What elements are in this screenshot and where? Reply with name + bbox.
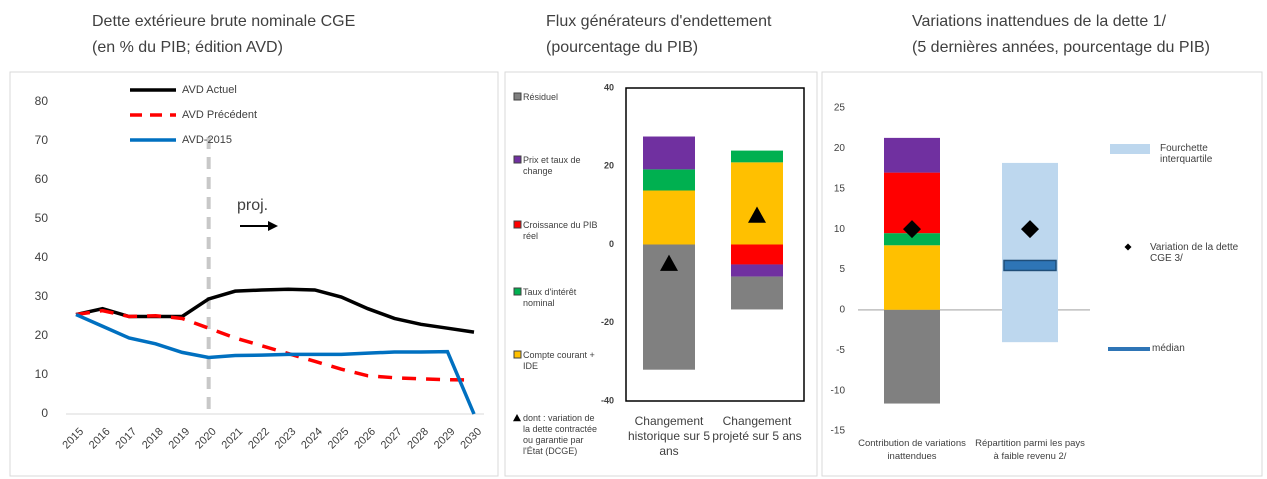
legend-label: Compte courant + IDE bbox=[523, 350, 595, 371]
x-tick-label: Changement historique sur 5 ans bbox=[627, 414, 711, 458]
x-tick-label: 2026 bbox=[352, 426, 378, 452]
y-tick-label: -20 bbox=[601, 317, 614, 327]
y-tick-label: 20 bbox=[604, 161, 614, 171]
chart-subtitle: (5 dernières années, pourcentage du PIB) bbox=[912, 39, 1210, 56]
plot-frame bbox=[625, 87, 805, 402]
bar-segment bbox=[731, 244, 783, 265]
y-tick-label: 10 bbox=[834, 224, 846, 235]
legend-label: Taux d'intérêt nominal bbox=[523, 287, 577, 308]
series-line bbox=[75, 308, 475, 382]
annotation: proj. bbox=[237, 197, 268, 214]
median-bar bbox=[1003, 259, 1057, 272]
x-tick-label: 2018 bbox=[140, 426, 166, 452]
bar-segment bbox=[731, 276, 783, 310]
bar-segment bbox=[884, 137, 940, 173]
point-marker bbox=[903, 220, 921, 239]
legend-marker bbox=[1124, 243, 1132, 251]
bar-segment bbox=[731, 264, 783, 277]
y-tick-label: 0 bbox=[41, 406, 48, 420]
legend-label: AVD Actuel bbox=[182, 84, 237, 96]
legend-swatch bbox=[513, 155, 522, 164]
x-tick-label: Contribution de variations inattendues bbox=[858, 438, 966, 462]
point-marker bbox=[660, 254, 678, 271]
x-tick-label: 2017 bbox=[113, 426, 139, 452]
y-tick-label: 10 bbox=[35, 367, 49, 381]
chart-subtitle: (pourcentage du PIB) bbox=[546, 39, 698, 56]
legend-swatch bbox=[513, 350, 522, 359]
x-tick-label: 2016 bbox=[87, 426, 113, 452]
legend-label: AVD-2015 bbox=[182, 134, 232, 146]
bar-segment bbox=[643, 169, 695, 191]
y-tick-label: 20 bbox=[35, 328, 49, 342]
bar-segment bbox=[731, 150, 783, 163]
chart-subtitle: (en % du PIB; édition AVD) bbox=[92, 39, 283, 56]
legend-label: AVD Précédent bbox=[182, 109, 257, 121]
y-tick-label: -40 bbox=[601, 395, 614, 405]
point-marker bbox=[748, 206, 766, 223]
series-line bbox=[75, 287, 475, 334]
legend-swatch bbox=[513, 92, 522, 101]
annotation-arrowhead bbox=[268, 221, 278, 231]
bar-segment bbox=[884, 245, 940, 310]
legend-label: Croissance du PIB réel bbox=[523, 220, 598, 241]
legend-marker bbox=[513, 414, 521, 422]
y-tick-label: -5 bbox=[836, 345, 845, 356]
y-tick-label: 80 bbox=[35, 94, 49, 108]
chart-title: Dette extérieure brute nominale CGE bbox=[92, 13, 355, 30]
legend-label: médian bbox=[1152, 343, 1185, 354]
legend-swatch bbox=[513, 287, 522, 296]
legend-swatch bbox=[1110, 144, 1150, 154]
y-tick-label: 40 bbox=[35, 250, 49, 264]
chart-title: Variations inattendues de la dette 1/ bbox=[912, 13, 1167, 30]
y-tick-label: 25 bbox=[834, 103, 846, 114]
x-tick-label: 2023 bbox=[273, 426, 299, 452]
x-tick-label: 2030 bbox=[458, 426, 484, 452]
x-tick-label: 2015 bbox=[60, 426, 86, 452]
x-tick-label: 2027 bbox=[379, 426, 405, 452]
range-box bbox=[1002, 162, 1058, 343]
y-tick-label: 5 bbox=[839, 264, 845, 275]
x-tick-label: Répartition parmi les pays à faible reve… bbox=[975, 438, 1085, 462]
y-tick-label: -15 bbox=[831, 426, 846, 437]
legend-label: Prix et taux de change bbox=[523, 155, 581, 176]
y-tick-label: -10 bbox=[831, 385, 846, 396]
y-tick-label: 50 bbox=[35, 211, 49, 225]
bar-segment bbox=[884, 233, 940, 246]
x-tick-label: 2022 bbox=[246, 426, 272, 452]
y-tick-label: 0 bbox=[609, 239, 614, 249]
bar-segment bbox=[643, 190, 695, 245]
x-tick-label: 2020 bbox=[193, 426, 219, 452]
chart-title: Flux générateurs d'endettement bbox=[546, 13, 772, 30]
y-tick-label: 30 bbox=[35, 289, 49, 303]
y-tick-label: 0 bbox=[839, 305, 845, 316]
panel bbox=[821, 71, 1263, 477]
point-marker bbox=[1021, 220, 1039, 239]
x-tick-label: 2029 bbox=[432, 426, 458, 452]
legend-label: Fourchette interquartile bbox=[1160, 143, 1213, 165]
y-tick-label: 40 bbox=[604, 82, 614, 92]
x-tick-label: 2028 bbox=[405, 426, 431, 452]
legend-label: Variation de la dette CGE 3/ bbox=[1150, 242, 1239, 264]
panel bbox=[504, 71, 818, 477]
bar-segment bbox=[884, 309, 940, 404]
x-tick-label: 2019 bbox=[167, 426, 193, 452]
legend-label: dont : variation de la dette contractée … bbox=[523, 413, 598, 456]
x-tick-label: Changement projeté sur 5 ans bbox=[712, 414, 802, 443]
y-tick-label: 20 bbox=[834, 143, 846, 154]
y-tick-label: 15 bbox=[834, 183, 846, 194]
y-tick-label: 70 bbox=[35, 133, 49, 147]
y-tick-label: 60 bbox=[35, 172, 49, 186]
bar-segment bbox=[731, 162, 783, 245]
legend-swatch bbox=[513, 220, 522, 229]
bar-segment bbox=[643, 136, 695, 170]
x-tick-label: 2025 bbox=[326, 426, 352, 452]
series-line bbox=[75, 312, 476, 415]
panel bbox=[9, 71, 499, 477]
x-tick-label: 2024 bbox=[299, 426, 325, 452]
legend-label: Résiduel bbox=[523, 92, 559, 102]
x-tick-label: 2021 bbox=[220, 426, 246, 452]
